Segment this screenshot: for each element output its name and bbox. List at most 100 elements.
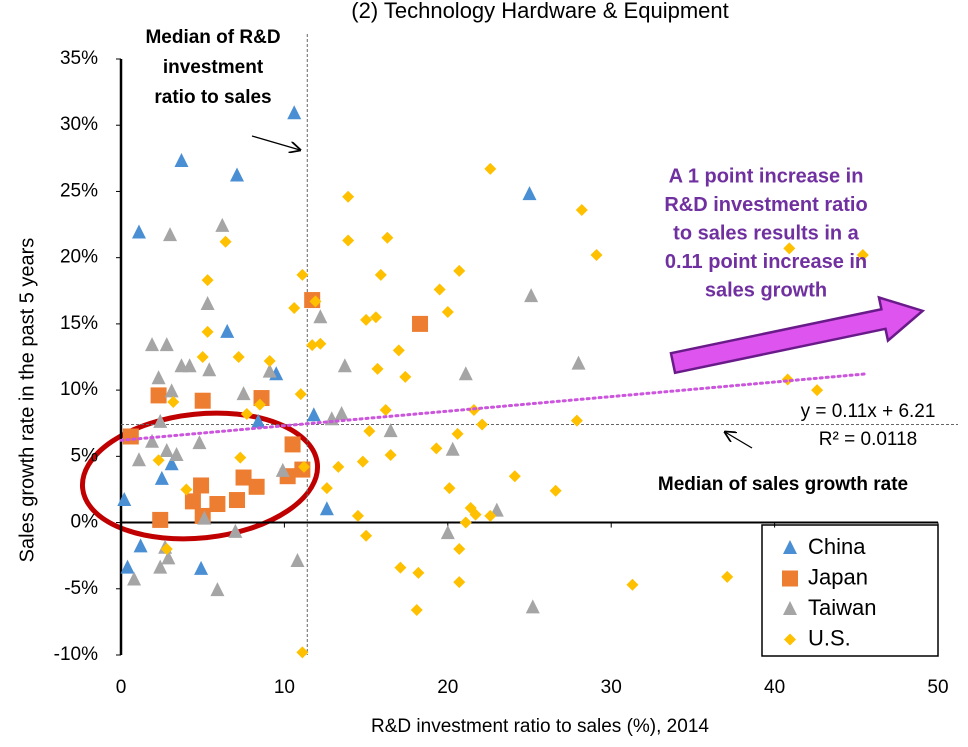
x-tick-label: 0 [116,677,127,698]
x-tick-label: 30 [601,677,622,698]
point [721,570,734,583]
point [296,268,309,281]
legend-label: U.S. [808,625,851,650]
point [167,396,180,409]
point [451,427,464,440]
point [133,538,148,553]
point [163,227,178,242]
annotation: R&D investment ratio [664,194,867,216]
point [180,483,193,496]
point [229,492,246,509]
point [164,456,179,471]
point [236,386,251,401]
point [192,435,207,450]
y-tick-label: -5% [64,578,98,599]
point [151,370,166,385]
point [159,337,174,352]
point [153,413,168,428]
point [294,388,307,401]
annotation: to sales results in a [673,222,860,244]
point [484,509,497,522]
legend-marker [784,633,796,646]
point [570,414,583,427]
point [369,311,382,324]
annotation: 0.11 point increase in [665,251,867,273]
point [306,407,321,422]
point [334,405,349,420]
annotation: ratio to sales [154,87,271,108]
point [232,351,245,363]
point [811,384,824,397]
point [220,323,235,338]
y-tick-label: 10% [60,379,98,400]
point [412,566,425,579]
point [319,501,334,516]
point [117,492,132,507]
y-tick-label: -10% [54,644,98,665]
y-tick-label: 35% [60,48,98,69]
point [464,501,477,514]
point [248,478,265,495]
x-axis-label: R&D investment ratio to sales (%), 2014 [371,716,709,737]
point [228,523,243,538]
point [313,309,328,324]
pointer-arrow [725,432,753,449]
point [453,264,466,277]
point [383,423,398,438]
point [384,449,397,462]
point [379,403,392,416]
point [210,582,225,597]
trendline-equation: y = 0.11x + 6.21 [801,401,936,422]
point [453,543,466,556]
point [127,571,142,586]
legend-label: Taiwan [808,595,876,620]
point [399,370,412,383]
point [342,234,355,247]
x-tick-label: 20 [437,677,458,698]
point [453,576,466,589]
y-axis-label: Sales growth rate in the past 5 years [16,238,38,563]
annotation: investment [163,57,264,78]
point [363,425,376,438]
annotation: Median of R&D [145,27,280,48]
point [275,462,290,477]
point [571,355,586,370]
point [290,552,305,567]
point [288,301,301,314]
point [298,460,311,473]
point [476,418,489,431]
point [320,482,333,495]
y-tick-label: 0% [71,512,99,533]
point [433,283,446,296]
point [253,398,266,411]
point [549,484,562,497]
point [152,454,165,467]
point [296,646,309,659]
point [441,305,454,318]
legend-marker [782,570,798,587]
point [251,413,266,428]
point [230,167,245,182]
point [306,339,319,352]
annotation: sales growth [705,279,827,301]
y-tick-label: 25% [60,180,98,201]
point [209,496,226,513]
point [174,152,189,167]
point [342,190,355,203]
point [430,442,443,455]
point [150,387,167,404]
x-tick-label: 40 [764,677,785,698]
y-tick-label: 15% [60,313,98,334]
point [314,337,327,350]
legend-marker [783,540,797,554]
point [525,599,540,614]
point [332,460,345,473]
point [197,510,212,525]
point [201,325,214,338]
y-tick-label: 20% [60,247,98,268]
point [394,561,407,574]
point [263,354,276,367]
point [337,358,352,373]
point [202,362,217,377]
